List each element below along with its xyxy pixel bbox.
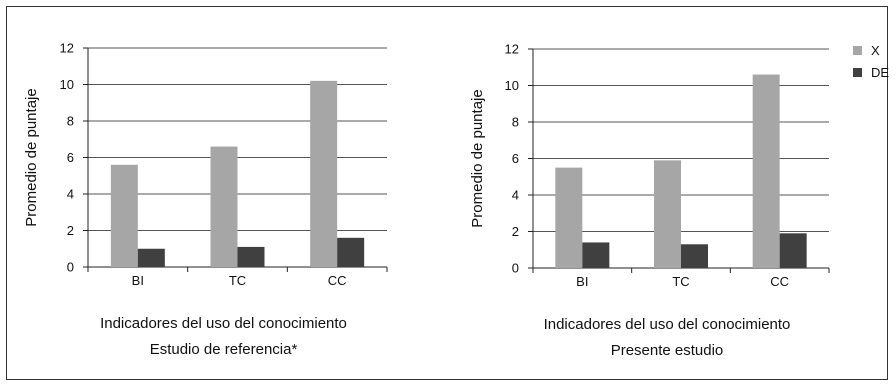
figure-frame [6,6,888,380]
legend-swatch-de [853,68,862,77]
legend-label-x: X [871,43,880,58]
bar-de-bi [137,248,165,267]
y-tick-label: 6 [67,150,74,165]
y-axis-title: Promedio de puntaje [23,88,40,226]
bar-x-tc [210,146,238,267]
y-tick-label: 10 [505,78,519,93]
x-tick-label: CC [328,273,347,288]
bar-de-bi [582,242,610,268]
bar-x-tc [654,160,681,268]
legend-label-de: DE [871,65,889,80]
x-tick-label: BI [132,273,144,288]
chart-subtitle: Estudio de referencia* [150,341,298,358]
y-tick-label: 6 [512,151,519,166]
bar-de-cc [779,233,807,268]
y-tick-label: 8 [512,115,519,130]
x-tick-label: BI [576,274,588,289]
bar-x-bi [110,164,138,267]
x-tick-label: CC [770,274,789,289]
y-tick-label: 0 [67,260,74,275]
bar-de-tc [681,244,708,268]
y-tick-label: 0 [512,261,519,276]
x-tick-label: TC [672,274,689,289]
bar-x-cc [752,74,780,268]
x-axis-title: Indicadores del uso del conocimiento [100,315,347,332]
chart-subtitle: Presente estudio [611,342,724,359]
bar-x-cc [310,80,338,267]
legend: X DE [853,43,889,80]
x-tick-label: TC [229,273,246,288]
y-tick-label: 10 [60,77,74,92]
y-axis-title: Promedio de puntaje [469,89,486,227]
bar-de-tc [237,246,265,267]
y-tick-label: 4 [512,188,519,203]
chart-2: 0 2 4 6 8 10 12 BI TC CC Promedio de puntaje Indica… [469,42,830,359]
bar-x-bi [555,167,583,268]
y-tick-label: 12 [505,42,519,57]
chart-1: 0 2 4 6 8 10 12 BI TC CC Promedio de puntaje Indica… [23,41,388,358]
y-tick-label: 2 [67,223,74,238]
x-axis-title: Indicadores del uso del conocimiento [544,316,791,333]
y-tick-label: 2 [512,224,519,239]
bar-de-cc [337,237,365,267]
y-tick-label: 4 [67,187,74,202]
legend-swatch-x [853,46,862,55]
y-tick-label: 8 [67,114,74,129]
y-tick-label: 12 [60,41,74,56]
